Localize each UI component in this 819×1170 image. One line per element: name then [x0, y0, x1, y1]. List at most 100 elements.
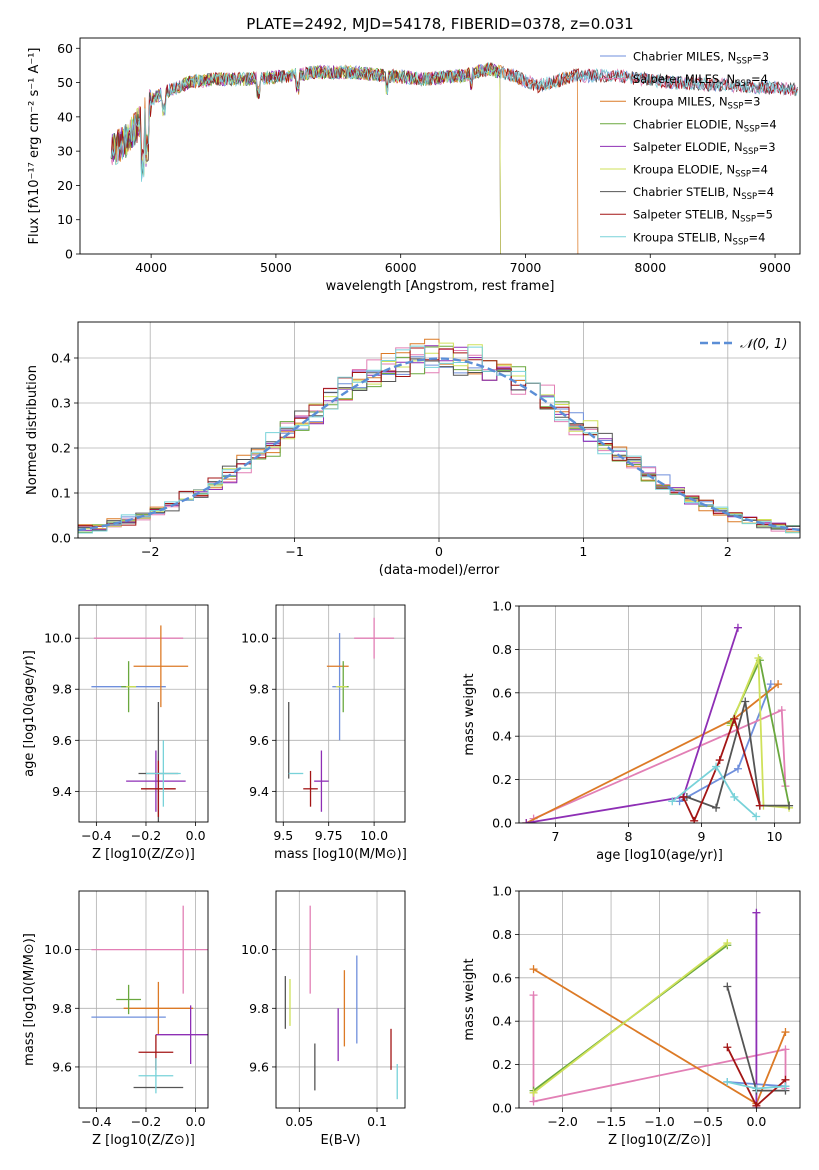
weight-marker	[781, 1082, 790, 1091]
weight-series-line	[729, 657, 790, 809]
x-tick-label: −1	[285, 544, 303, 559]
weight-marker	[755, 801, 764, 810]
weight-marker	[774, 680, 783, 689]
errorbar-point	[354, 617, 395, 659]
plot-area	[519, 891, 800, 1108]
y-tick-label: 9.8	[52, 1001, 72, 1016]
figure-title: PLATE=2492, MJD=54178, FIBERID=0378, z=0…	[246, 15, 633, 33]
y-axis-label: Flux [fλ10⁻¹⁷ erg cm⁻² s⁻¹ A⁻¹]	[27, 48, 42, 245]
weight-marker	[723, 982, 732, 991]
legend-entry: Kroupa ELODIE, NSSP=4	[633, 163, 768, 180]
y-tick-label: 10.0	[44, 942, 72, 957]
weight-marker	[529, 991, 538, 1000]
x-tick-label: 1	[579, 544, 587, 559]
legend-entry: Chabrier STELIB, NSSP=4	[633, 185, 774, 202]
y-tick-label: 9.4	[52, 784, 72, 799]
legend-entry: Salpeter MILES, NSSP=4	[633, 72, 768, 89]
x-axis-label: Z [log10(Z/Z⊙)]	[92, 1133, 195, 1148]
spectrum-legend: Chabrier MILES, NSSP=3 Salpeter MILES, NS…	[600, 50, 777, 247]
y-tick-label: 0.0	[492, 816, 512, 831]
weight-series-line	[682, 715, 761, 823]
plot-area	[78, 322, 800, 538]
weight-marker	[675, 797, 684, 806]
weight-marker	[690, 816, 699, 823]
y-tick-label: 0.8	[492, 927, 512, 942]
plot-panels: 4000 5000 6000 7000 8000 90000102030405060wav…	[22, 37, 801, 1148]
plot-area	[519, 606, 800, 823]
x-tick-label: 9.5	[273, 828, 293, 843]
x-axis-label: E(B-V)	[320, 1133, 360, 1148]
errorbar-point	[141, 760, 176, 817]
panel-mass-vs-Z: −0.4 −0.2 0.0 9.6 9.8 10.0 Z [log10(Z/Z⊙)] mass…	[22, 890, 209, 1148]
x-tick-label: 0.0	[746, 1114, 766, 1129]
weight-marker	[529, 965, 538, 974]
y-tick-label: 0.1	[51, 486, 71, 501]
histogram-series-step	[78, 345, 800, 534]
y-tick-label: 0.4	[51, 351, 71, 366]
panel-age-vs-mass: 9.5 9.75 10.0 9.4 9.6 9.8 10.0 mass [log10(M/M⊙…	[241, 604, 407, 862]
y-tick-label: 20	[57, 178, 73, 193]
x-tick-label: 0.05	[285, 1114, 313, 1129]
x-axis-label: (data-model)/error	[379, 563, 500, 578]
x-tick-label: −0.4	[81, 828, 111, 843]
legend-entry: Salpeter ELODIE, NSSP=3	[633, 140, 776, 157]
axes-frame	[78, 604, 209, 823]
y-axis-label: mass weight	[462, 673, 477, 755]
y-tick-label: 0.2	[492, 1057, 512, 1072]
errorbar-point	[133, 625, 189, 708]
weight-marker	[712, 762, 721, 771]
x-tick-label: −2.0	[547, 1114, 577, 1129]
y-tick-label: 0.0	[51, 531, 71, 546]
errorbar-point	[123, 981, 194, 1035]
x-tick-label: −0.4	[81, 1114, 111, 1129]
axes-frame	[79, 37, 801, 255]
y-tick-label: 10	[57, 212, 73, 227]
weight-marker	[766, 680, 775, 689]
legend-entry: Kroupa STELIB, NSSP=4	[633, 230, 765, 247]
weight-marker	[668, 797, 677, 806]
x-tick-label: −1.5	[596, 1114, 626, 1129]
plot-area	[79, 891, 208, 1108]
weight-marker	[741, 697, 750, 706]
x-tick-label: −0.2	[131, 828, 161, 843]
normal-curve	[78, 357, 800, 532]
weight-series-line	[532, 995, 787, 1103]
legend-entry: Kroupa MILES, NSSP=3	[633, 95, 760, 112]
weight-marker	[777, 706, 786, 715]
y-tick-label: 9.6	[249, 733, 269, 748]
legend-entry: Chabrier MILES, NSSP=3	[633, 50, 769, 67]
histogram-series-step	[78, 347, 800, 531]
x-tick-label: 0	[435, 544, 443, 559]
histogram-series-step	[78, 342, 800, 533]
plot-area	[276, 605, 405, 822]
legend-entry: 𝒩(0, 1)	[740, 337, 787, 352]
y-tick-label: 0.0	[492, 1101, 512, 1116]
x-tick-label: 10.0	[360, 828, 388, 843]
legend-entry: Chabrier ELODIE, NSSP=4	[633, 117, 777, 134]
x-tick-label: 9.75	[315, 828, 343, 843]
x-tick-label: −1.0	[644, 1114, 674, 1129]
y-tick-label: 0	[65, 247, 73, 262]
y-tick-label: 60	[57, 41, 73, 56]
y-tick-label: 9.6	[52, 1059, 72, 1074]
errorbar-point	[155, 1005, 208, 1065]
x-tick-label: 6000	[385, 260, 417, 275]
panel-weight-vs-Z: −2.0 −1.5 −1.0 −0.5 0.0 0.0 0.2 0.4 0.6 0.8 1.0 Z […	[462, 884, 801, 1148]
plot-area	[276, 891, 405, 1108]
panel-mass-vs-ebv: 0.05 0.1 9.6 9.8 10.0 E(B-V)	[241, 890, 406, 1148]
axes-frame	[78, 890, 209, 1109]
weight-marker	[730, 714, 739, 723]
plot-area	[79, 605, 208, 822]
weight-series-line	[686, 701, 790, 809]
x-tick-label: −0.5	[693, 1114, 723, 1129]
weight-marker	[529, 1097, 538, 1106]
axes-frame	[77, 321, 801, 539]
weight-marker	[723, 1077, 732, 1086]
y-tick-label: 50	[57, 75, 73, 90]
x-tick-label: 8	[625, 829, 633, 844]
axes-frame	[518, 890, 801, 1109]
y-axis-label: Normed distribution	[25, 365, 40, 495]
x-tick-label: 7	[552, 829, 560, 844]
errorbar-point	[138, 1058, 174, 1094]
y-tick-label: 0.6	[492, 970, 512, 985]
